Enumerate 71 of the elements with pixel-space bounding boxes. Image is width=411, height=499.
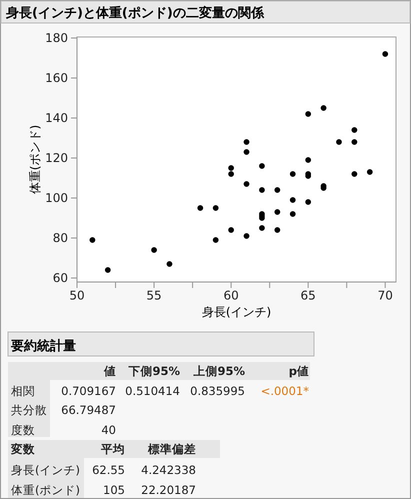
- x-tick-label: 65: [300, 288, 316, 303]
- point: [352, 139, 358, 145]
- x-axis-title: 身長(インチ): [202, 305, 272, 319]
- point: [151, 247, 157, 253]
- text: 体重(ポンド): [11, 483, 80, 497]
- text: p値: [288, 364, 309, 378]
- text: 40: [101, 423, 116, 437]
- text: 105: [103, 483, 125, 497]
- point: [228, 165, 234, 171]
- point: [320, 105, 326, 111]
- point: [290, 197, 296, 203]
- point: [244, 149, 250, 155]
- point: [305, 111, 312, 117]
- point: [90, 237, 96, 243]
- text: 共分散: [11, 403, 47, 417]
- y-tick-label: 160: [45, 70, 68, 85]
- point: [197, 205, 204, 211]
- text: 要約統計量: [10, 338, 76, 354]
- x-tick-label: 60: [223, 288, 239, 303]
- point: [244, 139, 250, 145]
- text: 0.709167: [61, 384, 116, 398]
- point: [366, 169, 373, 175]
- text: 値: [103, 364, 116, 378]
- point: [228, 171, 234, 177]
- text: <.0001*: [260, 384, 310, 398]
- y-tick-label: 180: [45, 30, 68, 45]
- text: 0.835995: [190, 384, 245, 398]
- y-tick-label: 140: [45, 110, 68, 125]
- point: [274, 187, 280, 193]
- point: [104, 267, 111, 273]
- text: 66.79487: [61, 403, 116, 417]
- point: [244, 181, 250, 187]
- point: [352, 127, 358, 133]
- chart-title: 身長(インチ)と体重(ポンド)の二変量の関係: [5, 5, 265, 21]
- text: 0.510414: [125, 384, 180, 398]
- point: [228, 227, 234, 233]
- text: 上側95%: [192, 364, 246, 378]
- text: 標準偏差: [147, 442, 196, 456]
- x-tick-label: 70: [378, 288, 393, 303]
- text: 度数: [11, 423, 35, 437]
- text: 変数: [10, 442, 36, 456]
- point: [274, 227, 280, 233]
- point: [212, 205, 219, 211]
- text: 22.20187: [141, 483, 196, 497]
- point: [352, 171, 358, 177]
- y-tick-label: 120: [45, 150, 68, 165]
- text: 相関: [11, 384, 35, 398]
- point: [305, 199, 312, 205]
- text: 62.55: [92, 463, 125, 477]
- point: [336, 139, 342, 145]
- point: [259, 163, 265, 169]
- point: [274, 209, 280, 215]
- text: 身長(インチ): [11, 463, 80, 477]
- text: 4.242338: [141, 463, 196, 477]
- x-tick-label: 55: [146, 288, 162, 303]
- point: [290, 171, 296, 177]
- y-tick-label: 60: [52, 270, 68, 285]
- point: [305, 157, 312, 163]
- point: [212, 237, 219, 243]
- text: 平均: [100, 442, 125, 456]
- point: [382, 51, 388, 57]
- point: [290, 211, 296, 217]
- text: 下側95%: [127, 364, 180, 378]
- point: [259, 187, 265, 193]
- y-axis-title: 体重(ポンド): [28, 124, 42, 194]
- y-tick-label: 80: [52, 230, 68, 245]
- point: [244, 233, 250, 239]
- y-tick-label: 100: [45, 190, 68, 205]
- x-tick-label: 50: [69, 288, 85, 303]
- point: [166, 261, 172, 267]
- point: [259, 225, 265, 231]
